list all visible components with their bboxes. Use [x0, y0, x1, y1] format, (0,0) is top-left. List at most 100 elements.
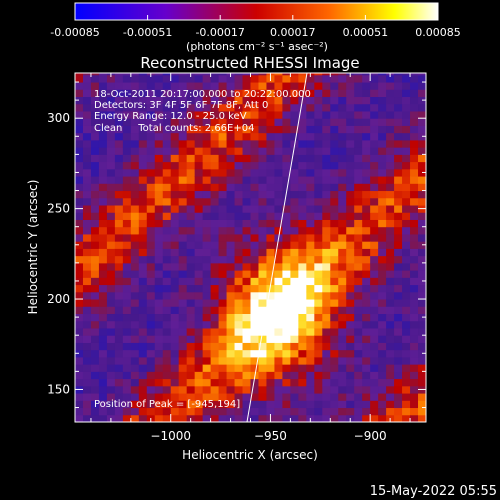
- heatmap-cell: [130, 255, 140, 264]
- heatmap-cell: [338, 248, 347, 257]
- heatmap-cell: [218, 327, 228, 336]
- heatmap-cell: [114, 241, 124, 249]
- heatmap-cell: [114, 168, 124, 177]
- heatmap-cell: [402, 132, 411, 141]
- heatmap-cell: [266, 299, 275, 307]
- heatmap-cell: [250, 132, 259, 141]
- heatmap-cell: [75, 168, 84, 177]
- heatmap-cell: [218, 197, 228, 206]
- heatmap-cell: [338, 219, 347, 228]
- heatmap-cell: [314, 176, 323, 184]
- heatmap-cell: [354, 320, 363, 329]
- heatmap-cell: [298, 132, 307, 141]
- heatmap-cell: [218, 205, 228, 213]
- heatmap-cell: [362, 96, 371, 105]
- heatmap-cell: [266, 393, 275, 401]
- heatmap-cell: [90, 414, 100, 422]
- heatmap-cell: [290, 306, 299, 315]
- heatmap-cell: [98, 125, 108, 134]
- x-tick-label: −950: [254, 429, 287, 443]
- heatmap-cell: [386, 277, 395, 286]
- heatmap-cell: [378, 132, 387, 141]
- heatmap-cell: [106, 74, 116, 83]
- heatmap-cell: [330, 154, 339, 163]
- heatmap-cell: [250, 89, 259, 98]
- heatmap-cell: [170, 226, 180, 235]
- heatmap-cell: [274, 82, 283, 90]
- heatmap-cell: [306, 118, 315, 126]
- heatmap-cell: [146, 262, 156, 271]
- heatmap-cell: [258, 161, 267, 170]
- heatmap-cell: [258, 190, 267, 199]
- heatmap-cell: [282, 161, 291, 170]
- heatmap-cell: [314, 233, 323, 242]
- heatmap-cell: [362, 349, 371, 358]
- heatmap-cell: [186, 277, 196, 286]
- heatmap-cell: [418, 139, 426, 148]
- heatmap-cell: [322, 327, 331, 336]
- annotations: 18-Oct-2011 20:17:00.000 to 20:22:00.000…: [94, 89, 311, 410]
- heatmap-cell: [114, 407, 124, 416]
- heatmap-cell: [242, 414, 251, 422]
- heatmap-cell: [130, 299, 140, 307]
- heatmap-cell: [106, 103, 116, 112]
- heatmap-cell: [298, 161, 307, 170]
- peak-position-label: Position of Peak = [-945,194]: [94, 399, 240, 410]
- heatmap-cell: [346, 320, 355, 329]
- heatmap-cell: [306, 306, 315, 315]
- heatmap-cell: [202, 270, 212, 278]
- heatmap-cell: [226, 125, 236, 134]
- heatmap-cell: [306, 277, 315, 286]
- heatmap-cell: [290, 342, 299, 351]
- heatmap-cell: [82, 241, 92, 249]
- heatmap-cell: [210, 197, 220, 206]
- heatmap-cell: [282, 371, 291, 380]
- heatmap-cell: [170, 73, 180, 76]
- heatmap-cell: [138, 118, 148, 126]
- heatmap-cell: [378, 400, 387, 409]
- heatmap-cell: [298, 226, 307, 235]
- heatmap-cell: [75, 82, 84, 90]
- heatmap-cell: [162, 378, 172, 387]
- heatmap-cell: [154, 327, 164, 336]
- heatmap-cell: [362, 262, 371, 271]
- heatmap-cell: [346, 147, 355, 155]
- heatmap-cell: [274, 356, 283, 365]
- heatmap-cell: [354, 262, 363, 271]
- heatmap-cell: [266, 349, 275, 358]
- heatmap-cell: [378, 233, 387, 242]
- heatmap-cell: [402, 233, 411, 242]
- heatmap-cell: [154, 147, 164, 155]
- heatmap-cell: [75, 226, 84, 235]
- heatmap-cell: [186, 205, 196, 213]
- heatmap-cell: [218, 110, 228, 119]
- heatmap-cell: [282, 205, 291, 213]
- heatmap-cell: [194, 393, 204, 401]
- heatmap-cell: [210, 183, 220, 192]
- heatmap-cell: [330, 407, 339, 416]
- heatmap-cell: [394, 248, 403, 257]
- heatmap-cell: [186, 335, 196, 343]
- heatmap-cell: [274, 212, 283, 220]
- heatmap-cell: [378, 183, 387, 192]
- heatmap-cell: [90, 364, 100, 372]
- heatmap-cell: [386, 103, 395, 112]
- heatmap-cell: [274, 139, 283, 148]
- heatmap-cell: [386, 342, 395, 351]
- heatmap-cell: [314, 226, 323, 235]
- heatmap-cell: [250, 168, 259, 177]
- heatmap-cell: [274, 320, 283, 329]
- heatmap-cell: [258, 364, 267, 372]
- heatmap-cell: [306, 74, 315, 83]
- heatmap-cell: [106, 356, 116, 365]
- heatmap-cell: [418, 335, 426, 343]
- heatmap-cell: [354, 356, 363, 365]
- heatmap-cell: [122, 110, 132, 119]
- heatmap-cell: [146, 364, 156, 372]
- heatmap-cell: [306, 335, 315, 343]
- heatmap-cell: [170, 110, 180, 119]
- heatmap-cell: [394, 233, 403, 242]
- heatmap-cell: [106, 371, 116, 380]
- heatmap-cell: [154, 168, 164, 177]
